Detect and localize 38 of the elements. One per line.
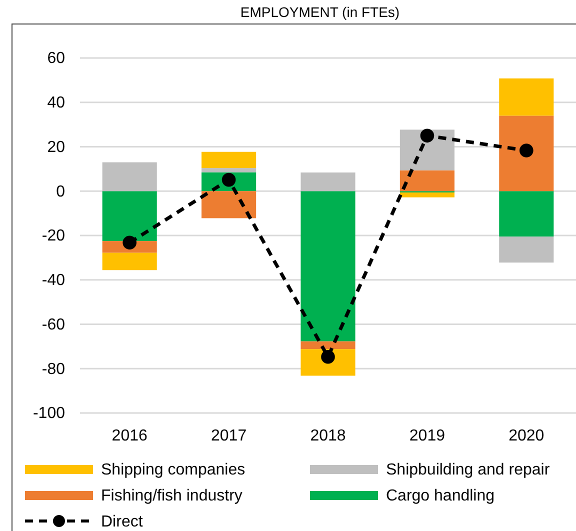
bar [400, 170, 454, 192]
legend-label: Shipbuilding and repair [386, 462, 550, 479]
bar [202, 168, 256, 172]
chart-title: EMPLOYMENT (in FTEs) [240, 4, 400, 20]
bar [499, 191, 554, 237]
legend-label: Direct [101, 514, 144, 531]
y-tick-label: 60 [47, 50, 66, 68]
bar [300, 191, 356, 342]
legend-label: Fishing/fish industry [101, 488, 242, 505]
y-tick-label: -60 [42, 316, 66, 334]
x-tick-label: 2019 [409, 427, 446, 444]
y-tick-label: -40 [42, 272, 66, 289]
x-tick-label: 2020 [508, 427, 544, 444]
bar [102, 162, 157, 192]
x-tick-label: 2018 [310, 427, 346, 444]
bar [202, 191, 256, 218]
legend-label: Cargo handling [386, 488, 495, 505]
point [519, 144, 534, 158]
bar [300, 172, 356, 192]
point [420, 128, 434, 143]
bar [499, 78, 554, 116]
x-tick-label: 2017 [211, 427, 247, 444]
y-tick-label: 0 [56, 183, 66, 200]
y-tick-label: 20 [47, 138, 66, 156]
x-tick-label: 2016 [112, 427, 148, 444]
bar [102, 252, 157, 270]
point [122, 236, 137, 250]
y-tick-label: -80 [42, 360, 66, 378]
bar [102, 191, 157, 242]
y-tick-label: -100 [32, 405, 66, 422]
y-tick-label: 40 [47, 94, 66, 112]
bar [300, 341, 356, 350]
y-tick-label: -20 [42, 228, 66, 245]
legend-label: Shipping companies [101, 462, 246, 479]
bar [499, 236, 554, 263]
bar [400, 192, 454, 198]
bar [202, 152, 256, 168]
bar [499, 116, 554, 192]
